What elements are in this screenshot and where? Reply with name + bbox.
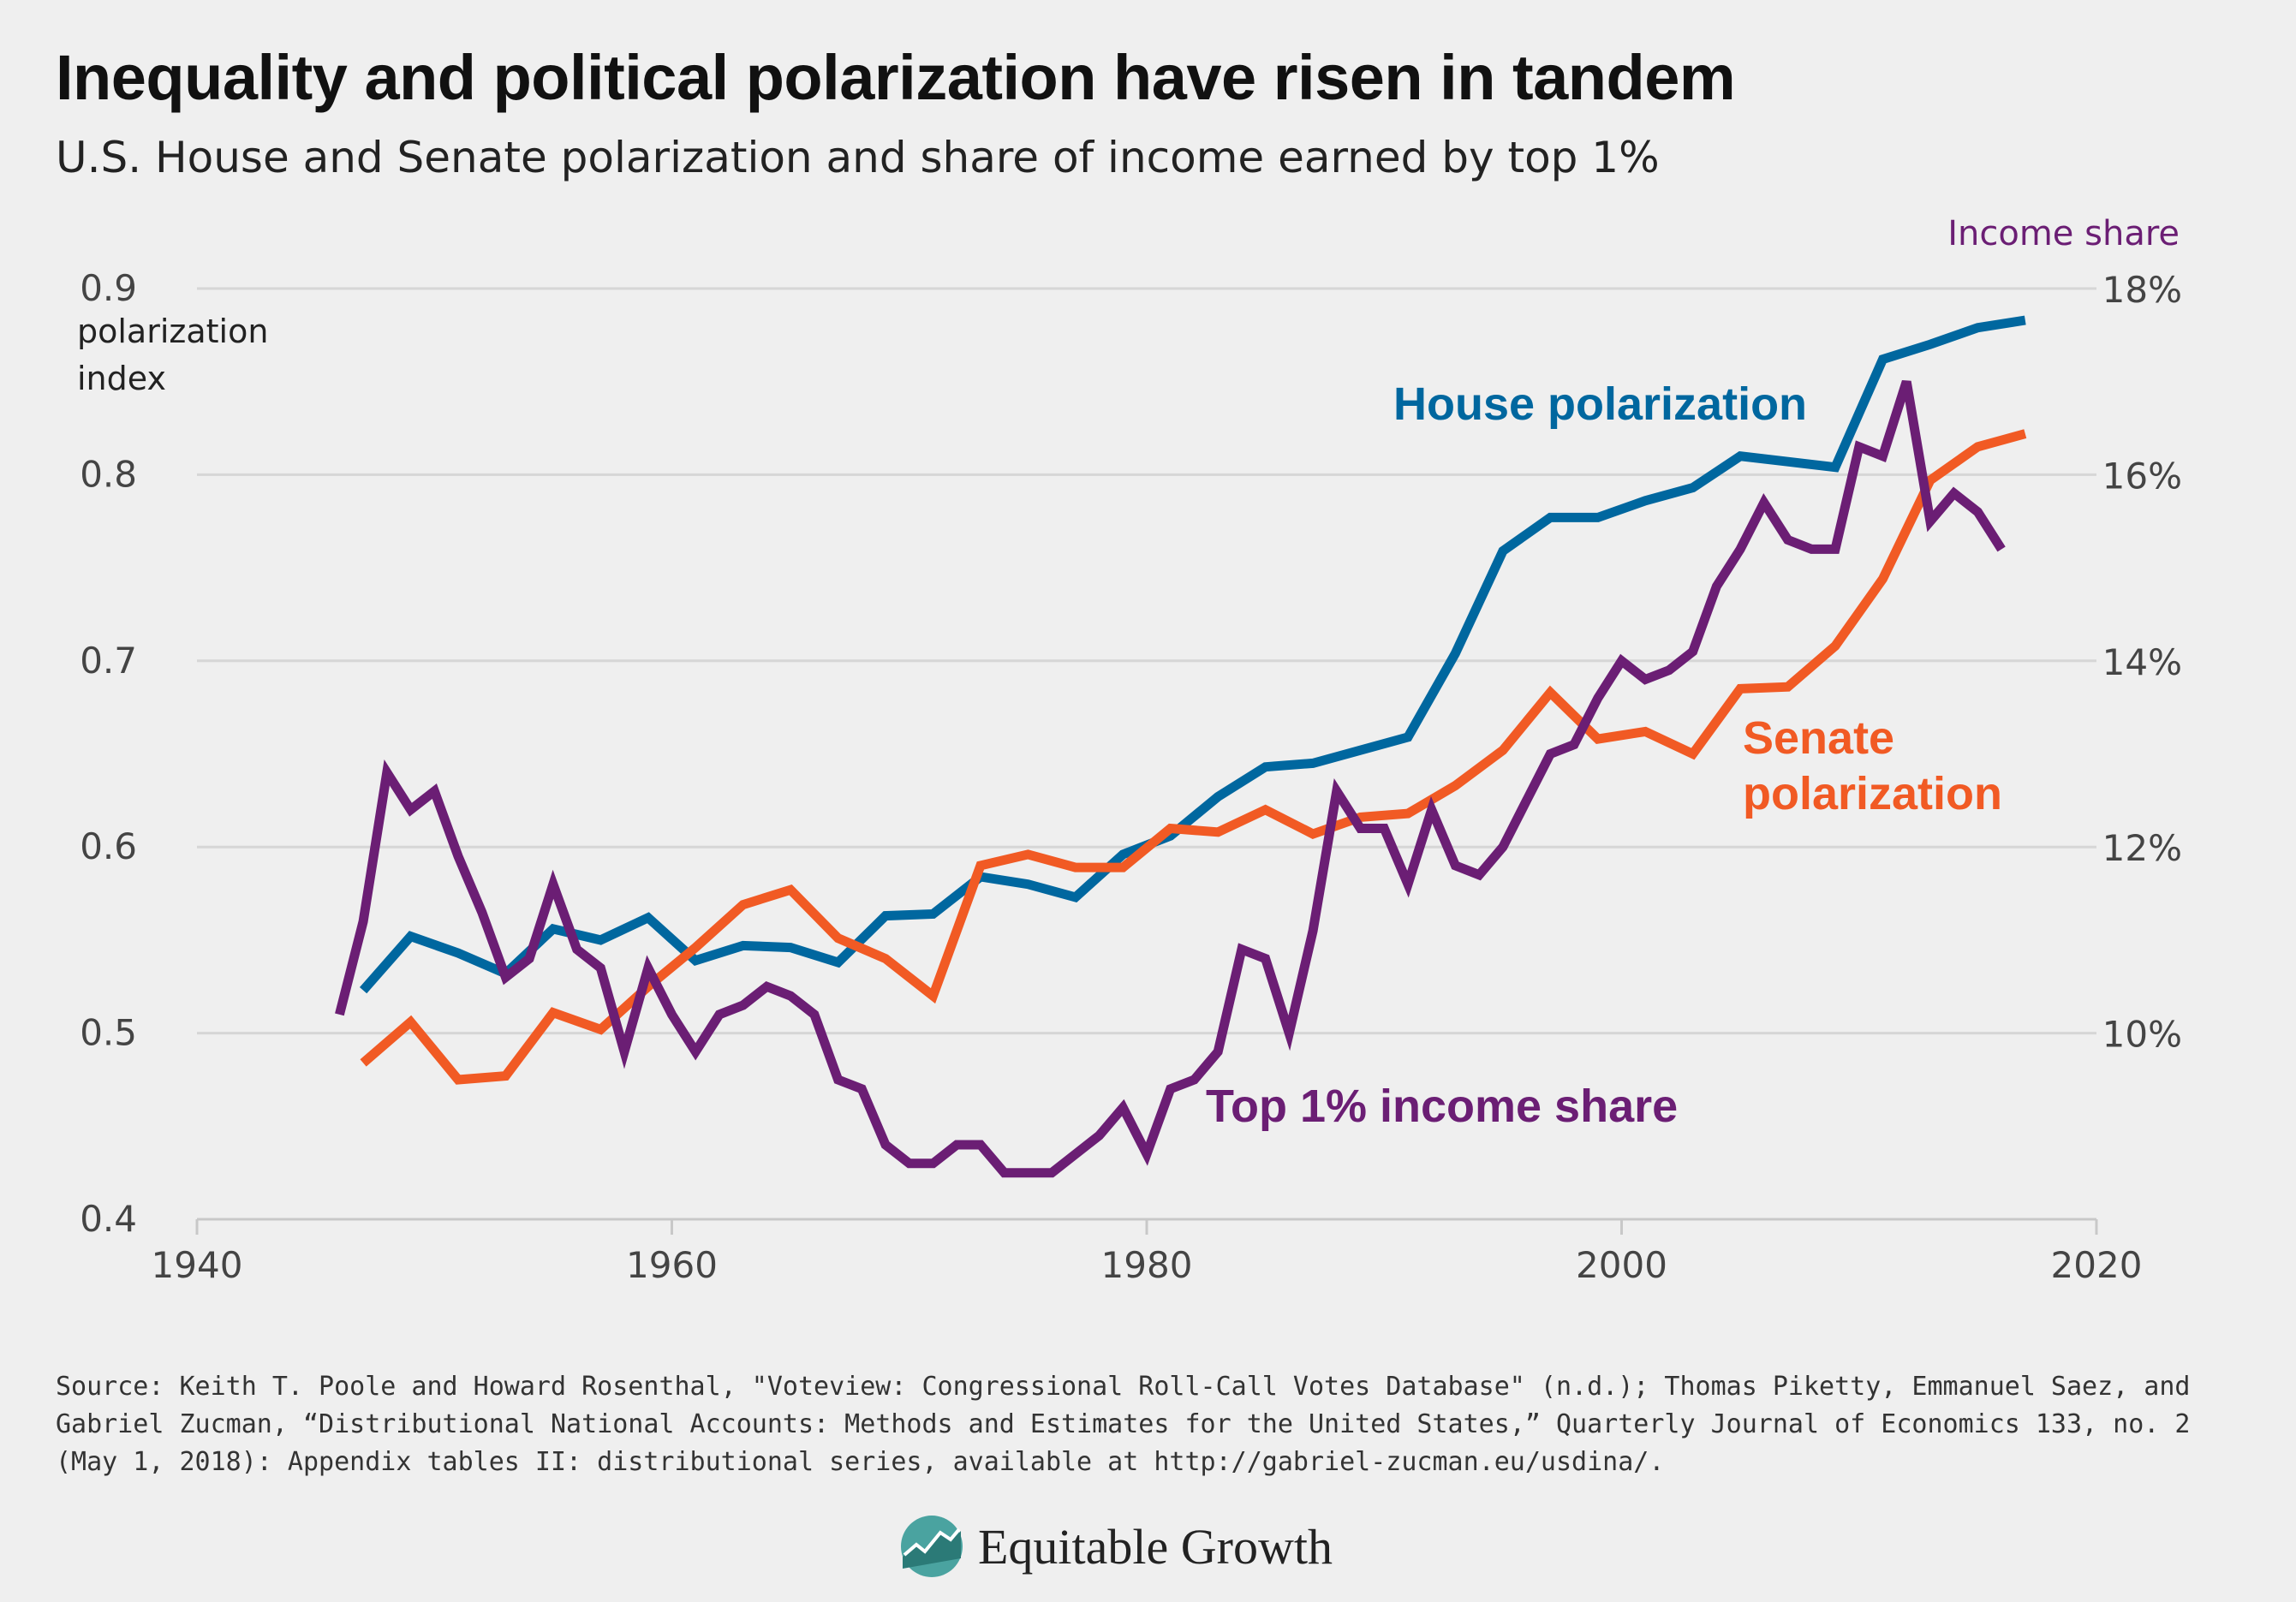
x-tick-label: 1940 — [152, 1244, 243, 1286]
source-note: Source: Keith T. Poole and Howard Rosent… — [56, 1372, 2191, 1477]
left-y-tick-label: 0.9 — [80, 267, 137, 309]
left-y-tick-label: 0.7 — [80, 640, 137, 682]
house-series-label: House polarization — [1393, 378, 1807, 430]
x-tick-label: 2000 — [1576, 1244, 1667, 1286]
chart-subtitle: U.S. House and Senate polarization and s… — [56, 133, 1660, 182]
top-1-income-share-line — [335, 380, 2006, 1178]
x-tick-label: 1980 — [1101, 1244, 1193, 1286]
series-lines — [335, 315, 2027, 1178]
axes: 0.9 0.8 0.7 0.6 0.5 0.4 18% 16% 14% 12% 10% 1940 196… — [80, 267, 2182, 1286]
equitable-growth-logo: Equitable Growth — [899, 1514, 1333, 1579]
right-y-tick-label: 16% — [2102, 455, 2182, 497]
right-axis-title: Income share — [1947, 214, 2180, 253]
series-labels: Income share polarization index House po… — [77, 214, 2180, 1132]
right-y-tick-label: 14% — [2102, 641, 2182, 683]
gridlines — [197, 287, 2096, 1035]
left-axis-title-line1: polarization — [77, 313, 268, 350]
right-y-tick-label: 12% — [2102, 827, 2182, 869]
left-y-tick-label: 0.6 — [80, 825, 137, 867]
equitable-growth-logo-icon — [901, 1516, 963, 1577]
house-polarization-line — [359, 315, 2026, 994]
right-y-tick-label: 18% — [2102, 269, 2182, 311]
left-axis-title-line2: index — [77, 360, 166, 397]
left-y-tick-label: 0.4 — [80, 1198, 137, 1240]
x-tick-label: 1960 — [626, 1244, 718, 1286]
left-y-tick-label: 0.8 — [80, 453, 137, 495]
senate-series-label-line2: polarization — [1743, 768, 2002, 819]
right-y-tick-label: 10% — [2102, 1014, 2182, 1056]
logo-text: Equitable Growth — [978, 1518, 1333, 1575]
chart-title: Inequality and political polarization ha… — [56, 42, 1736, 113]
senate-series-label-line1: Senate — [1743, 712, 1894, 764]
x-tick-label: 2020 — [2051, 1244, 2143, 1286]
line-chart: 0.9 0.8 0.7 0.6 0.5 0.4 18% 16% 14% 12% 10% 1940 196… — [77, 214, 2182, 1286]
income-series-label: Top 1% income share — [1206, 1081, 1678, 1132]
left-y-tick-label: 0.5 — [80, 1012, 137, 1054]
